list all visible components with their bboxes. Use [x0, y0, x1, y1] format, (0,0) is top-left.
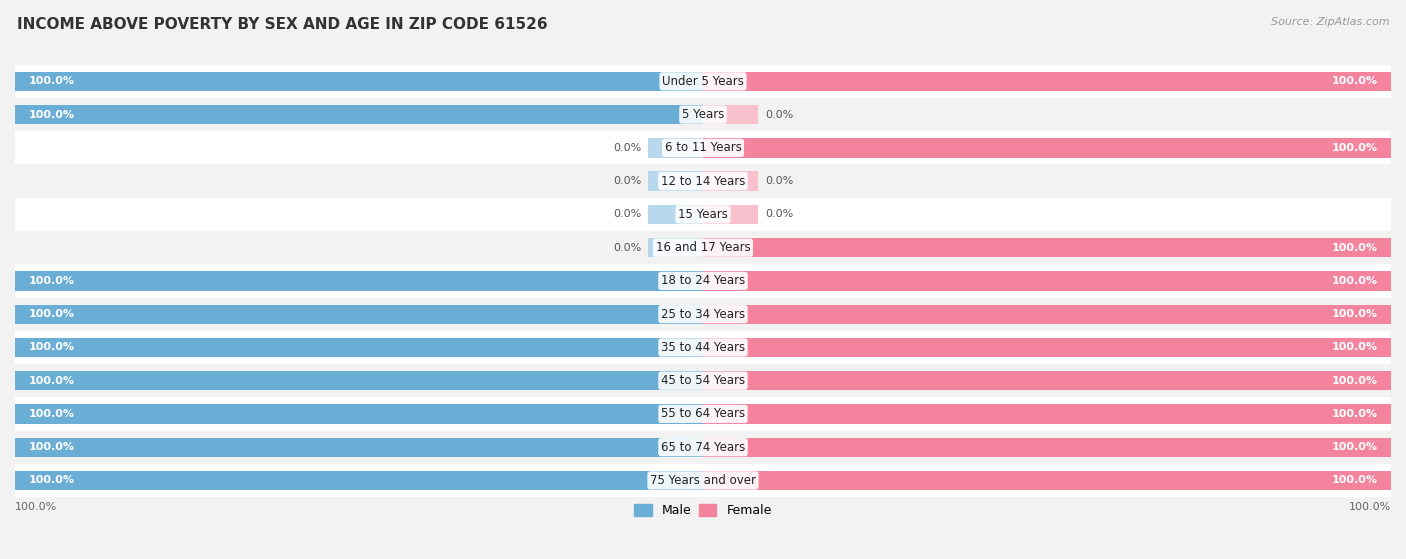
Text: 100.0%: 100.0%: [28, 343, 75, 352]
Bar: [648, 172, 703, 191]
Text: 55 to 64 Years: 55 to 64 Years: [661, 408, 745, 420]
Text: 100.0%: 100.0%: [28, 442, 75, 452]
Bar: [15, 271, 703, 291]
Text: Source: ZipAtlas.com: Source: ZipAtlas.com: [1271, 17, 1389, 27]
Bar: [703, 338, 1391, 357]
Text: 100.0%: 100.0%: [1331, 243, 1378, 253]
Bar: [15, 98, 1391, 131]
Text: 100.0%: 100.0%: [28, 276, 75, 286]
Text: 0.0%: 0.0%: [765, 210, 793, 219]
Bar: [15, 338, 703, 357]
Text: 0.0%: 0.0%: [613, 176, 641, 186]
Bar: [15, 264, 1391, 297]
Text: 100.0%: 100.0%: [1331, 442, 1378, 452]
Bar: [15, 438, 703, 457]
Bar: [15, 164, 1391, 198]
Text: 18 to 24 Years: 18 to 24 Years: [661, 274, 745, 287]
Bar: [15, 305, 703, 324]
Bar: [15, 105, 703, 124]
Bar: [703, 105, 758, 124]
Text: 16 and 17 Years: 16 and 17 Years: [655, 241, 751, 254]
Text: 0.0%: 0.0%: [613, 143, 641, 153]
Text: 100.0%: 100.0%: [1331, 476, 1378, 485]
Bar: [703, 404, 1391, 424]
Bar: [703, 438, 1391, 457]
Text: 100.0%: 100.0%: [1331, 77, 1378, 86]
Bar: [703, 138, 1391, 158]
Text: INCOME ABOVE POVERTY BY SEX AND AGE IN ZIP CODE 61526: INCOME ABOVE POVERTY BY SEX AND AGE IN Z…: [17, 17, 547, 32]
Text: 75 Years and over: 75 Years and over: [650, 474, 756, 487]
Text: 100.0%: 100.0%: [15, 502, 58, 512]
Text: 100.0%: 100.0%: [28, 476, 75, 485]
Bar: [15, 297, 1391, 331]
Bar: [15, 364, 1391, 397]
Bar: [703, 72, 1391, 91]
Text: 12 to 14 Years: 12 to 14 Years: [661, 174, 745, 188]
Bar: [15, 397, 1391, 430]
Text: 100.0%: 100.0%: [1331, 143, 1378, 153]
Bar: [15, 231, 1391, 264]
Bar: [15, 65, 1391, 98]
Text: 25 to 34 Years: 25 to 34 Years: [661, 307, 745, 321]
Bar: [703, 205, 758, 224]
Text: 100.0%: 100.0%: [1331, 409, 1378, 419]
Text: 65 to 74 Years: 65 to 74 Years: [661, 440, 745, 454]
Text: 5 Years: 5 Years: [682, 108, 724, 121]
Text: 100.0%: 100.0%: [28, 309, 75, 319]
Bar: [15, 471, 703, 490]
Bar: [15, 72, 703, 91]
Text: 0.0%: 0.0%: [765, 110, 793, 120]
Text: Under 5 Years: Under 5 Years: [662, 75, 744, 88]
Bar: [648, 238, 703, 257]
Text: 0.0%: 0.0%: [613, 243, 641, 253]
Bar: [15, 198, 1391, 231]
Text: 100.0%: 100.0%: [28, 376, 75, 386]
Bar: [703, 471, 1391, 490]
Text: 35 to 44 Years: 35 to 44 Years: [661, 341, 745, 354]
Text: 100.0%: 100.0%: [1331, 343, 1378, 352]
Text: 100.0%: 100.0%: [1348, 502, 1391, 512]
Text: 100.0%: 100.0%: [28, 409, 75, 419]
Bar: [15, 464, 1391, 497]
Bar: [648, 205, 703, 224]
Text: 100.0%: 100.0%: [1331, 376, 1378, 386]
Bar: [703, 172, 758, 191]
Bar: [703, 238, 1391, 257]
Text: 100.0%: 100.0%: [28, 110, 75, 120]
Bar: [15, 331, 1391, 364]
Bar: [703, 371, 1391, 390]
Text: 100.0%: 100.0%: [28, 77, 75, 86]
Text: 100.0%: 100.0%: [1331, 276, 1378, 286]
Text: 45 to 54 Years: 45 to 54 Years: [661, 374, 745, 387]
Legend: Male, Female: Male, Female: [630, 499, 776, 522]
Bar: [703, 305, 1391, 324]
Bar: [15, 371, 703, 390]
Text: 0.0%: 0.0%: [613, 210, 641, 219]
Bar: [703, 271, 1391, 291]
Bar: [15, 131, 1391, 164]
Bar: [15, 404, 703, 424]
Text: 0.0%: 0.0%: [765, 176, 793, 186]
Bar: [648, 138, 703, 158]
Text: 15 Years: 15 Years: [678, 208, 728, 221]
Bar: [15, 430, 1391, 464]
Text: 100.0%: 100.0%: [1331, 309, 1378, 319]
Text: 6 to 11 Years: 6 to 11 Years: [665, 141, 741, 154]
